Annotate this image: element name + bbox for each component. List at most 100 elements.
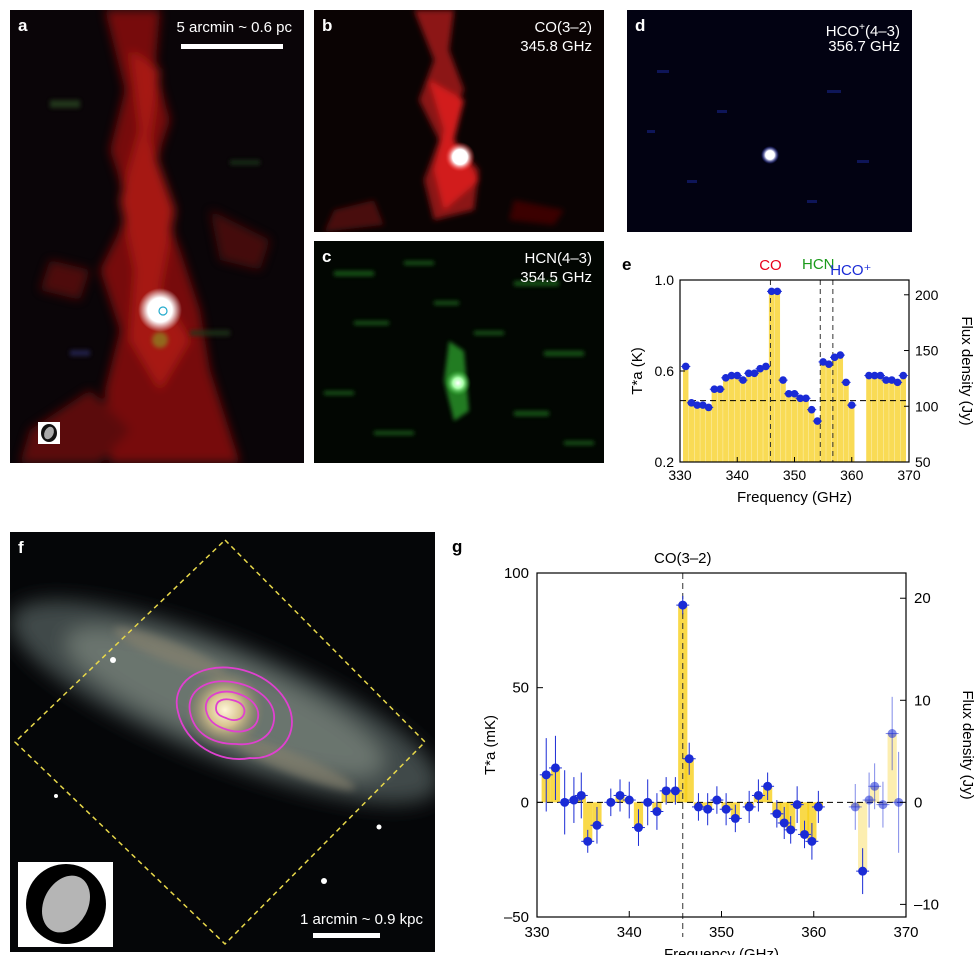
chart-e-bar <box>808 409 815 462</box>
chart-e-point <box>865 371 873 380</box>
chart-e-bar <box>849 405 855 462</box>
panel-b-map <box>314 10 604 232</box>
chart-e-bar <box>843 382 849 462</box>
chart-g-point <box>661 786 671 796</box>
chart-e-point <box>882 376 890 384</box>
chart-e-point <box>825 360 833 368</box>
chart-g-point <box>763 781 773 791</box>
panel-c-label: c <box>322 247 332 266</box>
chart-e-point <box>716 385 724 393</box>
panel-b-label: b <box>322 16 333 35</box>
chart-g-point <box>703 804 713 814</box>
chart-g-point <box>684 754 694 764</box>
chart-e-bar <box>734 375 740 462</box>
chart-e-bar <box>803 398 809 462</box>
panel-b-line-name: CO(3–2) <box>534 19 592 36</box>
chart-g-point <box>850 802 860 812</box>
chart-g-point <box>721 804 731 814</box>
chart-g-frame <box>536 572 907 918</box>
chart-e-bar <box>774 291 781 462</box>
panel-f-scale-bar <box>313 933 380 938</box>
panel-f-label: f <box>18 538 24 557</box>
chart-g-bar <box>684 758 694 803</box>
chart-g-point <box>792 800 802 810</box>
panel-d-line-main: HCO <box>825 23 860 40</box>
chart-e-bar <box>786 393 792 462</box>
chart-e-point <box>773 287 782 296</box>
chart-e-bar <box>683 366 689 462</box>
chart-g-ytick-right-label: 0 <box>914 794 922 811</box>
chart-e-bar <box>763 366 769 462</box>
chart-g-ytick-label: 100 <box>504 565 529 582</box>
chart-g-point <box>678 600 688 610</box>
chart-e-bar <box>694 405 700 462</box>
chart-g-point <box>541 770 551 780</box>
chart-g-point <box>652 807 662 817</box>
panel-c-frequency: 354.5 GHz <box>520 269 592 286</box>
chart-e-point <box>796 394 805 403</box>
chart-e-point <box>807 405 816 414</box>
chart-e-bar <box>723 377 729 462</box>
chart-g-xtick-label: 350 <box>709 924 734 941</box>
chart-e-xlabel: Frequency (GHz) <box>737 489 852 506</box>
chart-e-point <box>762 362 770 371</box>
chart-e-point <box>681 362 690 371</box>
chart-g-point <box>858 866 868 876</box>
panel-a-scale-text: 5 arcmin ~ 0.6 pc <box>176 19 292 36</box>
chart-e-xtick-label: 340 <box>726 467 750 483</box>
panel-c-map <box>314 241 604 463</box>
chart-g-ytick-label: 0 <box>521 794 529 811</box>
chart-g-point <box>633 823 643 833</box>
chart-g-point <box>712 795 722 805</box>
chart-e-point <box>847 401 856 409</box>
chart-g-point <box>576 790 586 800</box>
chart-g-bar <box>799 802 810 835</box>
chart-g-point <box>800 829 810 839</box>
chart-g-point <box>615 790 625 800</box>
chart-g-point <box>670 786 680 796</box>
panel-f-image: f 1 arcmin ~ 0.9 kpc <box>10 532 435 952</box>
chart-e-point <box>733 371 742 380</box>
panel-d-line-rest: (4–3) <box>864 23 900 40</box>
chart-e-point <box>704 403 713 412</box>
chart-e-ytick-right-label: 100 <box>915 398 939 414</box>
panel-a-scale-bar <box>181 44 283 49</box>
chart-e-xtick-label: 370 <box>897 467 921 483</box>
chart-g-ylabel-left: T*a (mK) <box>482 715 499 775</box>
chart-e-point <box>790 389 799 398</box>
chart-e-ytick-label: 0.2 <box>655 454 675 470</box>
chart-e-point <box>784 389 793 398</box>
chart-g-point <box>693 802 703 812</box>
chart-e-bar <box>711 389 718 462</box>
chart-e-point <box>767 287 776 296</box>
chart-e-bar <box>740 380 746 462</box>
chart-g-point <box>878 800 888 810</box>
chart-e-ytick-right-label: 150 <box>915 343 939 359</box>
chart-e-bar <box>745 373 752 462</box>
chart-e-point <box>750 369 759 378</box>
chart-g-bar <box>583 802 593 842</box>
panel-c-line-name: HCN(4–3) <box>524 250 592 267</box>
chart-g-ytick-label: 50 <box>512 680 529 697</box>
chart-g-ylabel-right: Flux density (Jy) <box>959 690 975 799</box>
chart-g-xlabel: Frequency (GHz) <box>664 946 779 955</box>
panel-f-galaxy <box>10 532 435 952</box>
chart-g-point <box>779 818 789 828</box>
chart-g-point <box>864 795 874 805</box>
chart-e-point <box>693 401 701 409</box>
chart-e-bar <box>688 402 695 462</box>
chart-e-point <box>739 376 747 384</box>
chart-e-xtick-label: 350 <box>783 467 807 483</box>
chart-e-bar <box>717 389 723 462</box>
chart-e-ytick-right-label: 200 <box>915 287 939 303</box>
chart-g-ytick-right-label: –10 <box>914 896 939 913</box>
chart-e-point <box>870 371 879 380</box>
chart-e-point <box>744 369 753 378</box>
chart-g-point <box>624 795 634 805</box>
chart-g-point <box>550 763 560 773</box>
chart-e-point <box>802 394 810 403</box>
chart-e-bar <box>768 291 775 462</box>
chart-g-point <box>772 809 782 819</box>
panel-e-label: e <box>622 255 632 274</box>
